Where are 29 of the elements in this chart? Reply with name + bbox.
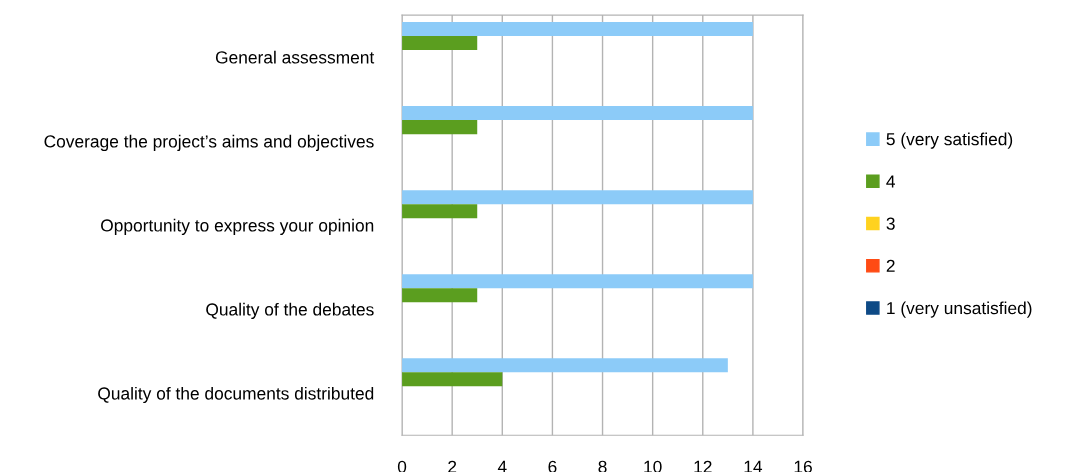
legend-label: 2 (886, 259, 895, 272)
bar (402, 36, 478, 51)
bar (402, 288, 478, 303)
bar (402, 106, 753, 121)
y-tick-label: Opportunity to express your opinion (101, 218, 374, 236)
bar (402, 120, 478, 135)
y-tick-label: Coverage the project’s aims and objectives (44, 134, 374, 152)
legend-label: 3 (886, 217, 895, 230)
bar (402, 22, 753, 37)
bar (402, 190, 753, 205)
x-tick-label: 16 (794, 460, 812, 472)
bar (402, 372, 503, 387)
x-tick-label: 8 (598, 460, 607, 472)
legend-label: 1 (very unsatisfied) (887, 301, 1032, 318)
x-tick-label: 10 (644, 460, 662, 472)
bar (402, 274, 753, 289)
y-tick-label: Quality of the debates (206, 302, 374, 320)
legend-label: 4 (886, 175, 896, 188)
x-tick-label: 12 (694, 460, 712, 472)
bar (402, 358, 728, 373)
y-tick-label: Quality of the documents distributed (98, 386, 374, 404)
x-tick-label: 0 (397, 460, 407, 472)
y-tick-label: General assessment (215, 50, 375, 64)
x-tick-label: 2 (448, 460, 457, 472)
x-tick-label: 6 (548, 460, 557, 472)
legend-label: 5 (very satisfied) (886, 132, 1013, 149)
x-tick-label: 4 (497, 460, 507, 472)
x-tick-label: 14 (744, 460, 763, 472)
bar (402, 204, 478, 219)
